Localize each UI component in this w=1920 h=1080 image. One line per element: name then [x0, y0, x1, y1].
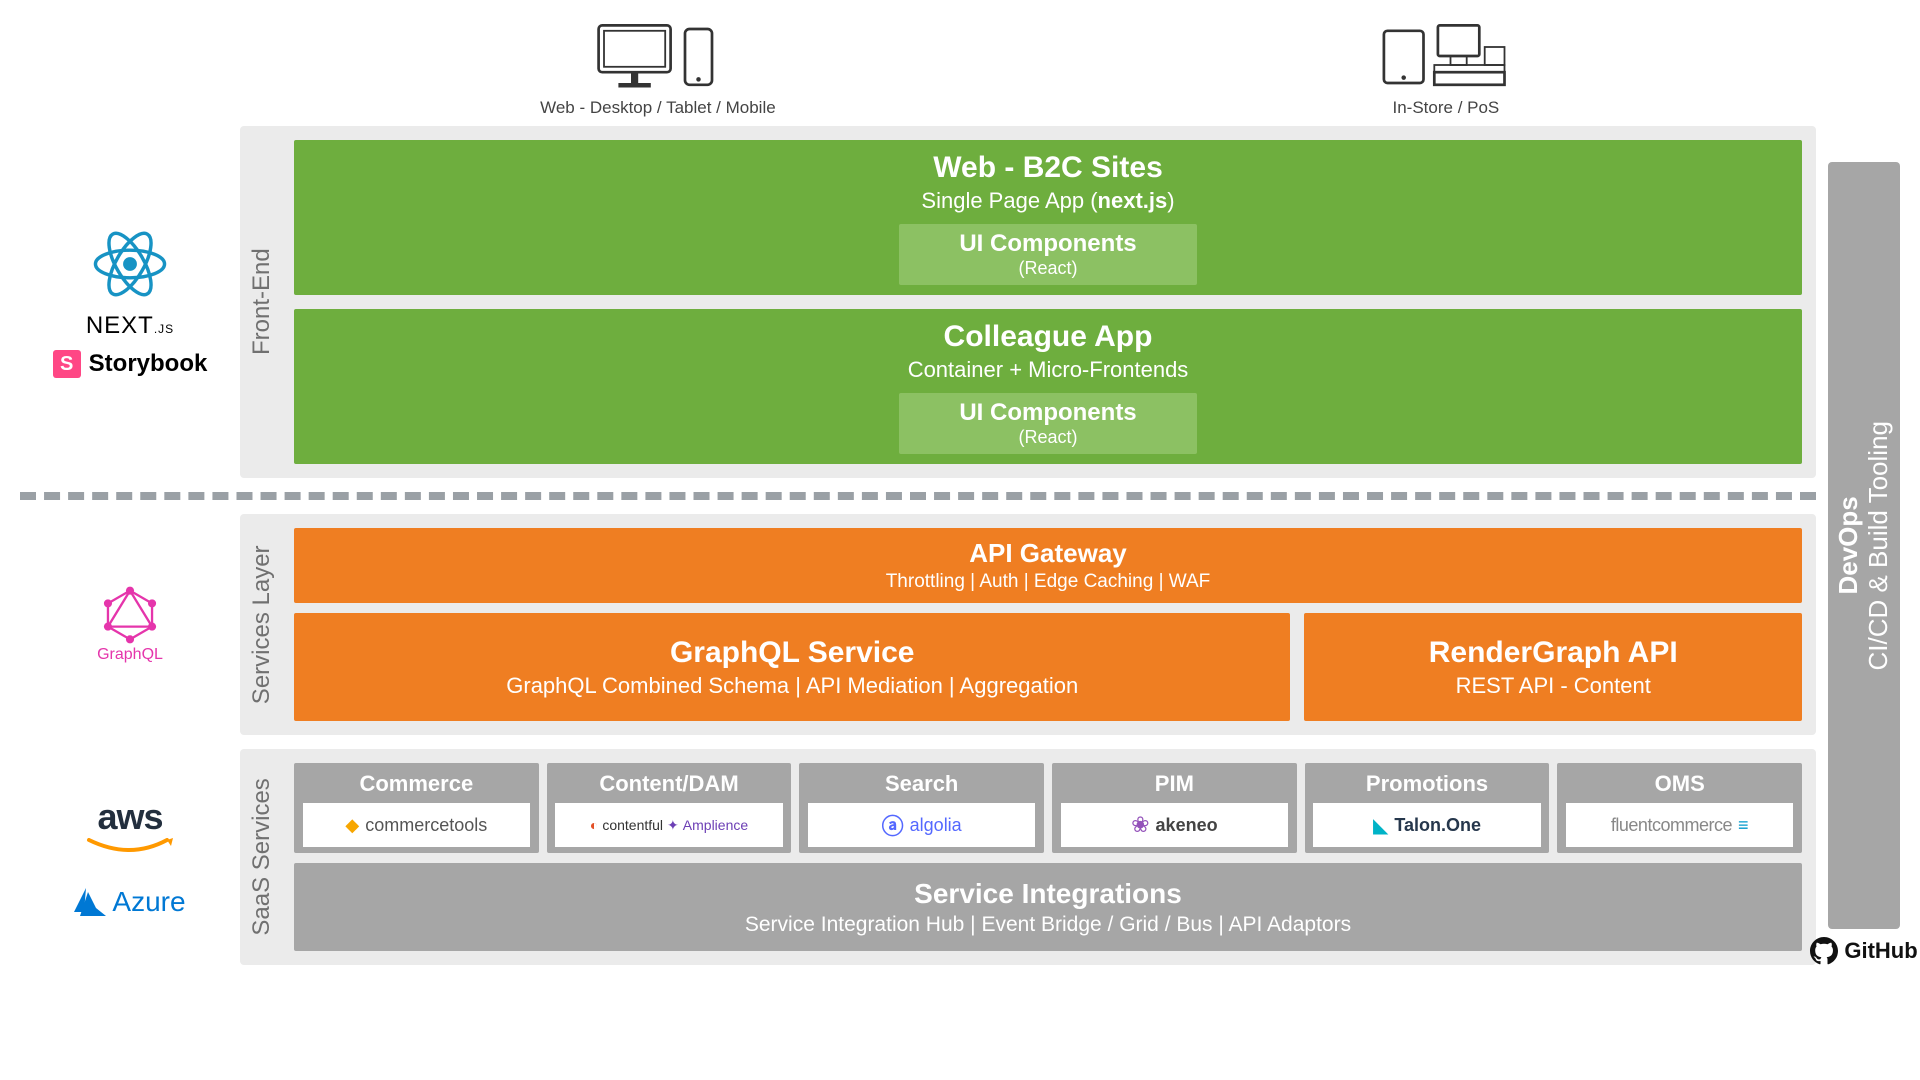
graphql-logo: GraphQL	[97, 586, 163, 664]
devops-title: DevOps	[1833, 496, 1863, 594]
services-layer: Services Layer API Gateway Throttling | …	[240, 514, 1816, 735]
azure-icon	[74, 888, 106, 916]
services-layer-label: Services Layer	[240, 528, 294, 721]
saas-grid: Commerce ◆ commercetools Content/DAM ◐co…	[294, 763, 1802, 853]
services-logos: GraphQL	[20, 514, 240, 735]
saas-row: aws Azure SaaS Services	[20, 749, 1816, 965]
api-gateway-card: API Gateway Throttling | Auth | Edge Cac…	[294, 528, 1802, 603]
graphql-service-subtitle: GraphQL Combined Schema | API Mediation …	[506, 673, 1078, 699]
saas-commerce: Commerce ◆ commercetools	[294, 763, 539, 853]
web-devices-group: Web - Desktop / Tablet / Mobile	[540, 20, 776, 118]
graphql-service-title: GraphQL Service	[670, 635, 915, 671]
services-row: GraphQL Services Layer API Gateway Throt…	[20, 514, 1816, 735]
web-ui-components: UI Components (React)	[899, 224, 1196, 285]
web-devices-label: Web - Desktop / Tablet / Mobile	[540, 98, 776, 118]
saas-logos: aws Azure	[20, 749, 240, 965]
devops-subtitle: CI/CD & Build Tooling	[1863, 421, 1893, 671]
saas-promotions: Promotions ◣ Talon.One	[1305, 763, 1550, 853]
rendergraph-subtitle: REST API - Content	[1456, 673, 1651, 699]
contentful-amplience-vendor: ◐contentful ✦Amplience	[555, 803, 782, 847]
web-b2c-title: Web - B2C Sites	[933, 150, 1163, 186]
storybook-icon: S	[53, 350, 81, 378]
saas-layer-label: SaaS Services	[240, 763, 294, 951]
algolia-vendor: ⓐ algolia	[808, 803, 1035, 847]
integrations-subtitle: Service Integration Hub | Event Bridge /…	[745, 913, 1351, 937]
nextjs-logo: NEXT.JS	[86, 312, 174, 340]
rendergraph-title: RenderGraph API	[1429, 635, 1678, 671]
talonone-vendor: ◣ Talon.One	[1313, 803, 1540, 847]
pos-icon	[1376, 20, 1516, 92]
layer-divider	[20, 492, 1816, 500]
integrations-title: Service Integrations	[914, 877, 1182, 911]
devops-column: DevOps CI/CD & Build Tooling GitHub	[1828, 20, 1900, 965]
frontend-layer: Front-End Web - B2C Sites Single Page Ap…	[240, 126, 1816, 478]
main-column: Web - Desktop / Tablet / Mobile In-Store…	[20, 20, 1816, 965]
rendergraph-card: RenderGraph API REST API - Content	[1304, 613, 1802, 721]
storybook-logo: S Storybook	[53, 350, 208, 378]
react-icon	[92, 226, 168, 302]
graphql-icon	[101, 586, 159, 644]
colleague-title: Colleague App	[944, 319, 1153, 355]
aws-smile-icon	[85, 838, 175, 858]
frontend-row: NEXT.JS S Storybook Front-End Web - B2C …	[20, 126, 1816, 478]
graphql-service-card: GraphQL Service GraphQL Combined Schema …	[294, 613, 1290, 721]
saas-pim: PIM ❀ akeneo	[1052, 763, 1297, 853]
devops-box: DevOps CI/CD & Build Tooling	[1828, 162, 1900, 929]
top-icons-row: Web - Desktop / Tablet / Mobile In-Store…	[240, 20, 1816, 126]
service-integrations-card: Service Integrations Service Integration…	[294, 863, 1802, 951]
colleague-ui-components: UI Components (React)	[899, 393, 1196, 454]
web-b2c-card: Web - B2C Sites Single Page App (next.js…	[294, 140, 1802, 295]
saas-layer: SaaS Services Commerce ◆ commercetools C…	[240, 749, 1816, 965]
frontend-layer-label: Front-End	[240, 140, 294, 464]
colleague-subtitle: Container + Micro-Frontends	[908, 357, 1189, 383]
fluentcommerce-vendor: fluentcommerce ≡	[1566, 803, 1793, 847]
azure-logo: Azure	[74, 886, 185, 918]
saas-content: Content/DAM ◐contentful ✦Amplience	[547, 763, 792, 853]
architecture-diagram: Web - Desktop / Tablet / Mobile In-Store…	[20, 20, 1900, 965]
frontend-logos: NEXT.JS S Storybook	[20, 126, 240, 478]
akeneo-vendor: ❀ akeneo	[1061, 803, 1288, 847]
commercetools-vendor: ◆ commercetools	[303, 803, 530, 847]
github-icon	[1810, 937, 1838, 965]
instore-group: In-Store / PoS	[1376, 20, 1516, 118]
aws-logo: aws	[85, 796, 175, 858]
github-logo: GitHub	[1810, 937, 1917, 965]
web-b2c-subtitle: Single Page App (next.js)	[921, 188, 1174, 214]
api-gateway-subtitle: Throttling | Auth | Edge Caching | WAF	[886, 571, 1211, 593]
instore-label: In-Store / PoS	[1393, 98, 1500, 118]
saas-search: Search ⓐ algolia	[799, 763, 1044, 853]
desktop-mobile-icon	[593, 20, 723, 92]
api-gateway-title: API Gateway	[969, 538, 1127, 569]
colleague-app-card: Colleague App Container + Micro-Frontend…	[294, 309, 1802, 464]
saas-oms: OMS fluentcommerce ≡	[1557, 763, 1802, 853]
